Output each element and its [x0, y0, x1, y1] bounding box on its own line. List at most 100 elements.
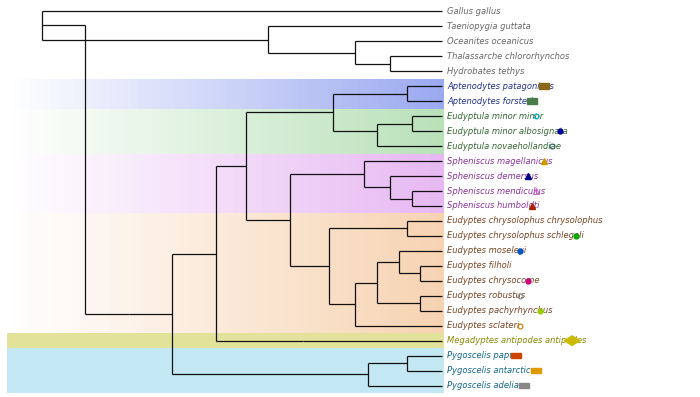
Bar	[240, 109, 247, 154]
Bar	[58, 214, 65, 333]
Bar	[189, 79, 197, 109]
Bar	[379, 154, 386, 214]
Bar	[211, 333, 218, 348]
Bar	[204, 333, 211, 348]
Bar	[65, 154, 73, 214]
Bar	[189, 214, 197, 333]
Bar	[116, 214, 124, 333]
Bar	[284, 154, 291, 214]
Bar	[306, 154, 313, 214]
Bar	[131, 348, 138, 393]
Bar	[298, 348, 306, 393]
Bar	[407, 79, 415, 109]
Bar	[262, 109, 270, 154]
Bar	[298, 79, 306, 109]
Bar	[109, 109, 116, 154]
Bar	[255, 109, 262, 154]
Bar	[422, 154, 430, 214]
Text: Megadyptes antipodes antipodes: Megadyptes antipodes antipodes	[447, 336, 587, 345]
Bar	[379, 333, 386, 348]
Text: Pygoscelis antarctica: Pygoscelis antarctica	[447, 366, 536, 375]
Bar	[197, 109, 204, 154]
Bar	[102, 154, 109, 214]
Text: Eudyptula minor minor: Eudyptula minor minor	[447, 112, 543, 121]
Bar	[14, 214, 22, 333]
Bar	[146, 214, 153, 333]
Bar	[211, 348, 218, 393]
Bar	[22, 348, 29, 393]
Bar	[225, 214, 233, 333]
Bar	[153, 79, 160, 109]
Bar	[430, 348, 437, 393]
Bar	[255, 79, 262, 109]
Bar	[36, 333, 43, 348]
Bar	[138, 154, 146, 214]
Bar	[218, 154, 225, 214]
Bar	[233, 79, 240, 109]
Bar	[284, 333, 291, 348]
Bar	[87, 154, 94, 214]
Bar	[131, 154, 138, 214]
Bar	[50, 214, 58, 333]
Bar	[189, 109, 197, 154]
Text: Eudyptula minor albosignata: Eudyptula minor albosignata	[447, 127, 568, 136]
Bar	[233, 348, 240, 393]
Bar	[364, 348, 371, 393]
Bar	[415, 79, 422, 109]
Text: Thalassarche chlororhynchos: Thalassarche chlororhynchos	[447, 52, 570, 61]
Text: Eudyptula novaehollandiae: Eudyptula novaehollandiae	[447, 142, 561, 150]
Bar	[36, 109, 43, 154]
Bar	[182, 154, 189, 214]
Bar	[400, 214, 407, 333]
Text: Eudyptes moseleyi: Eudyptes moseleyi	[447, 247, 526, 255]
Bar	[87, 348, 94, 393]
Bar	[328, 214, 335, 333]
Bar	[415, 333, 422, 348]
Bar	[109, 154, 116, 214]
Bar	[379, 348, 386, 393]
Bar	[313, 79, 321, 109]
Bar	[291, 79, 298, 109]
Bar	[73, 214, 80, 333]
Bar	[29, 333, 36, 348]
Bar	[276, 348, 284, 393]
Bar	[80, 154, 87, 214]
Text: Eudyptes filholi: Eudyptes filholi	[447, 261, 512, 270]
Bar	[364, 214, 371, 333]
Bar	[197, 348, 204, 393]
Bar	[174, 109, 182, 154]
Bar	[218, 333, 225, 348]
Bar	[22, 79, 29, 109]
Bar	[313, 348, 321, 393]
Bar	[233, 154, 240, 214]
Bar	[357, 333, 364, 348]
Bar	[29, 154, 36, 214]
Bar	[512, 353, 521, 358]
Bar	[138, 214, 146, 333]
Bar	[321, 79, 328, 109]
Bar	[335, 214, 342, 333]
Bar	[109, 214, 116, 333]
Bar	[306, 109, 313, 154]
Bar	[371, 348, 379, 393]
Bar	[531, 368, 541, 374]
Bar	[22, 214, 29, 333]
Bar	[14, 348, 22, 393]
Bar	[284, 348, 291, 393]
Bar	[276, 333, 284, 348]
Bar	[73, 348, 80, 393]
Bar	[321, 333, 328, 348]
Bar	[182, 348, 189, 393]
Bar	[131, 214, 138, 333]
Bar	[102, 214, 109, 333]
Bar	[94, 109, 101, 154]
Bar	[197, 154, 204, 214]
Bar	[153, 348, 160, 393]
Text: Eudyptes chrysocome: Eudyptes chrysocome	[447, 276, 540, 285]
Text: Aptenodytes forsteri: Aptenodytes forsteri	[447, 97, 533, 106]
Bar	[225, 348, 233, 393]
Bar	[313, 333, 321, 348]
Text: Eudyptes pachyrhynchus: Eudyptes pachyrhynchus	[447, 306, 553, 315]
Bar	[7, 109, 14, 154]
Bar	[270, 214, 276, 333]
